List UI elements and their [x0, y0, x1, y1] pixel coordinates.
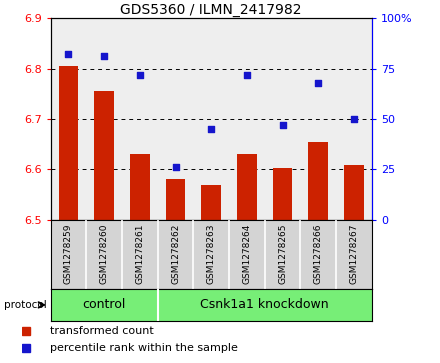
Point [315, 80, 322, 86]
Point [279, 122, 286, 128]
Bar [344, 165, 364, 220]
Title: GDS5360 / ILMN_2417982: GDS5360 / ILMN_2417982 [121, 3, 302, 17]
Point [101, 53, 108, 59]
Text: GSM1278261: GSM1278261 [136, 224, 144, 284]
Text: transformed count: transformed count [50, 326, 154, 336]
Point [65, 52, 72, 57]
Bar [265, 18, 301, 220]
Bar [308, 142, 328, 220]
Bar [202, 185, 221, 220]
Bar [122, 18, 158, 220]
Text: Csnk1a1 knockdown: Csnk1a1 knockdown [201, 298, 329, 311]
Bar [237, 154, 257, 220]
Bar [59, 66, 78, 220]
Text: GSM1278267: GSM1278267 [349, 224, 359, 284]
Bar [229, 18, 265, 220]
Point [172, 164, 179, 170]
Bar [301, 18, 336, 220]
Text: control: control [82, 298, 126, 311]
Text: GSM1278266: GSM1278266 [314, 224, 323, 284]
Bar [51, 18, 86, 220]
Bar [158, 18, 193, 220]
Text: percentile rank within the sample: percentile rank within the sample [50, 343, 238, 352]
Bar [273, 168, 293, 220]
Text: GSM1278260: GSM1278260 [99, 224, 109, 284]
Text: GSM1278263: GSM1278263 [207, 224, 216, 284]
Text: GSM1278265: GSM1278265 [278, 224, 287, 284]
Point [350, 116, 357, 122]
Bar [94, 91, 114, 220]
Text: protocol: protocol [4, 300, 47, 310]
Bar [130, 154, 150, 220]
Bar [193, 18, 229, 220]
Bar [166, 179, 185, 220]
Text: GSM1278264: GSM1278264 [242, 224, 251, 284]
Bar [336, 18, 372, 220]
Point [136, 72, 143, 77]
Text: GSM1278262: GSM1278262 [171, 224, 180, 284]
Text: GSM1278259: GSM1278259 [64, 224, 73, 284]
Bar [86, 18, 122, 220]
Point [208, 126, 215, 132]
Point [243, 72, 250, 77]
